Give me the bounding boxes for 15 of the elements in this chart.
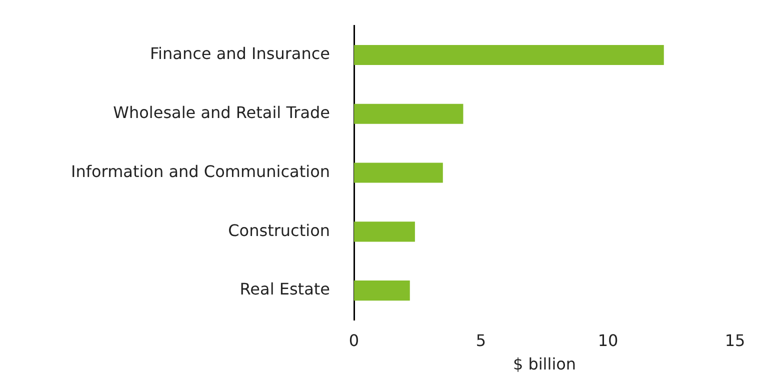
x-tick-label: 5	[476, 330, 486, 350]
bar	[354, 222, 415, 242]
y-tick-label: Construction	[228, 220, 330, 240]
y-tick-label: Information and Communication	[71, 162, 330, 181]
bar	[354, 280, 410, 301]
y-tick-label: Real Estate	[240, 280, 330, 299]
x-tick-label: 10	[598, 330, 618, 350]
y-tick-label: Finance and Insurance	[150, 44, 330, 64]
bar	[354, 104, 464, 124]
x-tick-label: 0	[348, 330, 360, 350]
bar	[354, 45, 664, 66]
x-axis-title: $ billion	[512, 354, 576, 374]
bar	[354, 162, 443, 183]
y-tick-label: Wholesale and Retail Trade	[113, 103, 330, 122]
x-tick-label: 15	[724, 330, 746, 350]
